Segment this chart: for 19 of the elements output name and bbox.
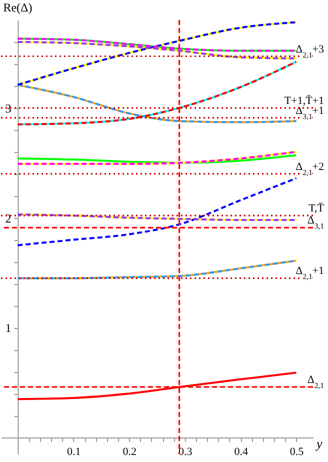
x-tick-label: 0.4 — [234, 446, 248, 458]
ref-line-label: Δ$_{2,1}$+1 — [296, 265, 324, 281]
y-axis-title: Re(Δ) — [3, 0, 32, 14]
ref-line-label: Δ$_{2,1}$ — [307, 374, 324, 390]
x-tick-label: 0.1 — [67, 446, 81, 458]
ref-line-label: Δ$_{3,1}$ — [307, 214, 324, 230]
ref-line-label: T+1,T̄+1 — [284, 94, 324, 107]
ref-line-label: Δ$_{2,1}$+3 — [296, 43, 324, 59]
ref-line-label: Δ$_{2,1}$+2 — [296, 160, 324, 176]
ref-line-label: T,T̄ — [308, 202, 324, 215]
y-tick-label: 3 — [5, 101, 12, 116]
line-series — [16, 260, 298, 280]
line-series — [16, 154, 298, 164]
line-series — [16, 177, 298, 246]
y-tick-label: 1 — [5, 321, 12, 336]
x-axis-title: y — [314, 436, 322, 452]
line-series — [16, 21, 298, 86]
x-tick-label: 0.5 — [290, 446, 304, 458]
x-tick-label: 0.2 — [122, 446, 137, 458]
